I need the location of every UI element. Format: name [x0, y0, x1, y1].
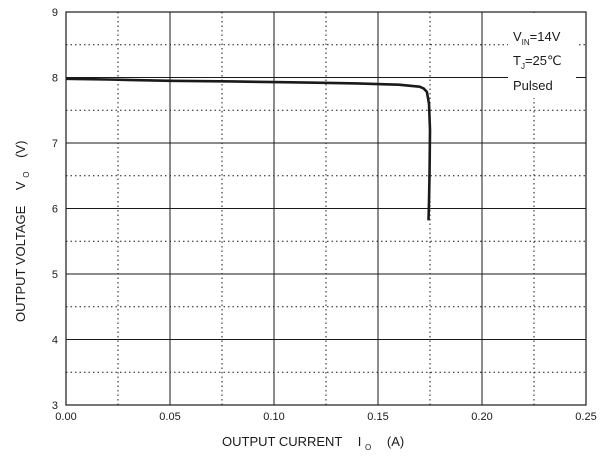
x-tick-label: 0.05: [159, 411, 180, 423]
x-tick-label: 0.15: [367, 411, 388, 423]
series-line: [65, 77, 432, 221]
legend-vin: VIN=14V: [513, 29, 561, 47]
y-axis-label-text: OUTPUT VOLTAGE: [13, 205, 28, 322]
grid: [66, 12, 586, 405]
y-tick-label: 6: [52, 204, 58, 216]
x-axis-symbol-subscript: O: [365, 443, 371, 452]
legend-pulsed: Pulsed: [513, 78, 553, 93]
y-axis-symbol-subscript: O: [22, 172, 31, 178]
y-tick-labels: 3 4 5 6 7 8 9: [52, 7, 58, 412]
y-axis-symbol: V: [13, 181, 28, 190]
x-axis-label-text: OUTPUT CURRENT: [222, 434, 342, 449]
x-tick-label: 0.25: [575, 411, 596, 423]
x-tick-label: 0.00: [55, 411, 76, 423]
y-tick-label: 3: [52, 400, 58, 412]
x-axis-symbol: I: [358, 434, 362, 449]
condition-legend: VIN=14V TJ=25℃ Pulsed: [508, 13, 576, 98]
y-tick-label: 8: [52, 73, 58, 85]
series-layer: [65, 77, 432, 221]
y-tick-label: 4: [52, 335, 58, 347]
y-axis-unit: (V): [13, 141, 28, 158]
x-axis-title: OUTPUT CURRENT I O (A): [222, 434, 404, 453]
y-axis-title: OUTPUT VOLTAGE V O (V): [13, 141, 32, 322]
legend-box: [508, 13, 576, 98]
y-tick-label: 9: [52, 7, 58, 19]
x-axis-unit: (A): [387, 434, 404, 449]
legend-tj: TJ=25℃: [513, 53, 562, 71]
x-tick-label: 0.10: [263, 411, 284, 423]
y-tick-label: 5: [52, 269, 58, 281]
x-tick-label: 0.20: [471, 411, 492, 423]
y-tick-label: 7: [52, 138, 58, 150]
plot-frame: [65, 11, 587, 406]
x-tick-labels: 0.00 0.05 0.10 0.15 0.20 0.25: [55, 411, 596, 423]
